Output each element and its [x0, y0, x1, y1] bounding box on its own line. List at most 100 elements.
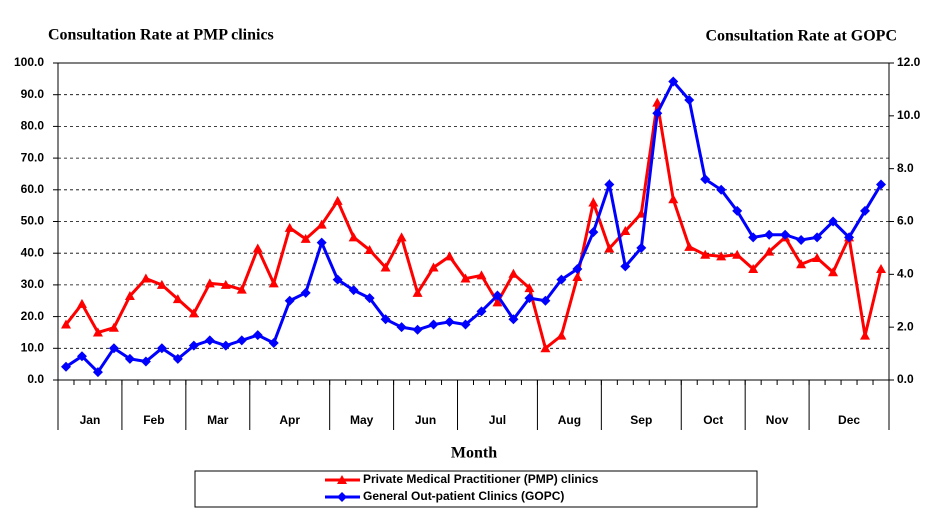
point: [220, 340, 231, 351]
point: [124, 353, 135, 364]
point: [524, 293, 535, 304]
point: [364, 293, 375, 304]
point: [524, 283, 535, 293]
point: [748, 232, 759, 243]
point: [92, 367, 103, 378]
point: [316, 219, 327, 229]
chart-title: Consultation Rate at PMP clinics: [48, 27, 274, 44]
point: [172, 353, 183, 364]
point: [684, 94, 695, 105]
point: [220, 279, 231, 289]
legend-label: Private Medical Practitioner (PMP) clini…: [363, 472, 599, 486]
point: [284, 222, 295, 232]
y2-tick-label: 0.0: [897, 372, 914, 386]
point: [668, 194, 679, 204]
point: [156, 279, 167, 289]
point: [460, 273, 471, 283]
point: [860, 330, 871, 340]
y2-tick-label: 6.0: [897, 214, 914, 228]
point: [60, 361, 71, 372]
x-tick-label: May: [350, 413, 374, 427]
point: [556, 330, 567, 340]
y2-tick-label: 12.0: [897, 55, 921, 69]
point: [780, 229, 791, 240]
point: [476, 270, 487, 280]
point: [508, 314, 519, 325]
point: [172, 294, 183, 304]
point: [444, 316, 455, 327]
point: [540, 295, 551, 306]
point: [316, 237, 327, 248]
y-tick-label: 10.0: [21, 340, 45, 354]
point: [700, 174, 711, 185]
point: [76, 298, 87, 308]
x-tick-label: Oct: [703, 413, 723, 427]
point: [300, 233, 311, 243]
point: [412, 287, 423, 297]
point: [860, 205, 871, 216]
point: [588, 227, 599, 238]
point: [108, 343, 119, 354]
point: [156, 343, 167, 354]
point: [876, 264, 887, 274]
y-tick-label: 60.0: [21, 182, 45, 196]
point: [412, 324, 423, 335]
point: [300, 287, 311, 298]
legend-marker: [337, 492, 347, 502]
point: [236, 284, 247, 294]
point: [684, 241, 695, 251]
point: [652, 97, 663, 107]
point: [828, 216, 839, 227]
y-tick-label: 90.0: [21, 87, 45, 101]
y-tick-label: 70.0: [21, 150, 45, 164]
point: [108, 322, 119, 332]
point: [204, 335, 215, 346]
x-tick-label: Dec: [838, 413, 860, 427]
point: [748, 264, 759, 274]
point: [636, 242, 647, 253]
point: [572, 264, 583, 275]
y2-tick-label: 8.0: [897, 161, 914, 175]
point: [332, 195, 343, 205]
x-tick-label: Jun: [415, 413, 436, 427]
point: [76, 351, 87, 362]
point: [876, 179, 887, 190]
point: [444, 251, 455, 261]
y2-tick-label: 10.0: [897, 108, 921, 122]
legend-label: General Out-patient Clinics (GOPC): [363, 489, 564, 503]
point: [428, 319, 439, 330]
point: [124, 290, 135, 300]
point: [476, 306, 487, 317]
point: [252, 330, 263, 341]
point: [188, 308, 199, 318]
x-axis-label: Month: [451, 445, 497, 462]
point: [140, 273, 151, 283]
point: [236, 335, 247, 346]
point: [844, 232, 855, 243]
series-line: [65, 78, 883, 375]
point: [764, 246, 775, 256]
point: [252, 243, 263, 253]
y-tick-label: 80.0: [21, 119, 45, 133]
point: [620, 226, 631, 236]
point: [460, 319, 471, 330]
point: [716, 184, 727, 195]
point: [364, 245, 375, 255]
point: [796, 259, 807, 269]
x-tick-label: Aug: [558, 413, 581, 427]
point: [556, 274, 567, 285]
y-tick-label: 20.0: [21, 309, 45, 323]
point: [268, 338, 279, 349]
chart-title-right: Consultation Rate at GOPC: [705, 28, 897, 45]
x-tick-label: Jan: [80, 413, 101, 427]
point: [716, 251, 727, 261]
point: [60, 319, 71, 329]
point: [268, 278, 279, 288]
y-tick-label: 100.0: [14, 55, 44, 69]
point: [572, 271, 583, 281]
y-tick-label: 30.0: [21, 277, 45, 291]
x-tick-label: Apr: [279, 413, 300, 427]
point: [796, 234, 807, 245]
x-tick-label: Nov: [766, 413, 789, 427]
y-tick-label: 40.0: [21, 245, 45, 259]
